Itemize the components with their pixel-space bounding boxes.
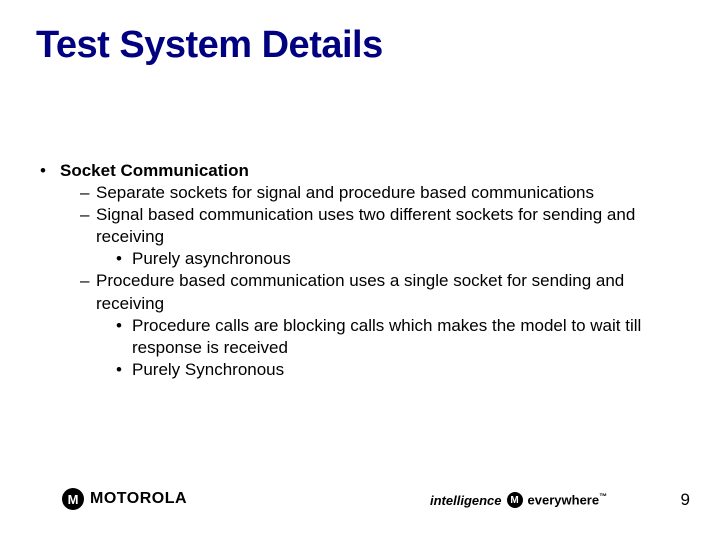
brand-logo: M MOTOROLA: [62, 488, 187, 510]
slide-title: Test System Details: [36, 24, 383, 67]
bullet-dot-icon: •: [116, 248, 122, 270]
bullet-level1: • Socket Communication: [36, 160, 696, 182]
brand-wordmark: MOTOROLA: [90, 490, 187, 508]
bullet-heading: Socket Communication: [60, 161, 249, 180]
bullet-dot-icon: •: [40, 160, 46, 182]
bullet-level2: – Procedure based communication uses a s…: [36, 270, 696, 314]
tagline-right-text: everywhere: [528, 493, 600, 508]
bullet-level2: – Signal based communication uses two di…: [36, 204, 696, 248]
bullet-level3: • Procedure calls are blocking calls whi…: [36, 315, 696, 359]
bullet-level3: • Purely asynchronous: [36, 248, 696, 270]
brand-emblem-small-icon: M: [507, 492, 523, 508]
bullet-level2: – Separate sockets for signal and proced…: [36, 182, 696, 204]
tagline-right: everywhere™: [528, 492, 608, 507]
slide-footer: M MOTOROLA intelligence M everywhere™: [0, 480, 720, 510]
bullet-dot-icon: •: [116, 315, 122, 337]
dash-icon: –: [80, 182, 89, 204]
brand-emblem-icon: M: [62, 488, 84, 510]
tagline-left: intelligence: [430, 493, 502, 508]
content-body: • Socket Communication – Separate socket…: [36, 160, 696, 381]
dash-icon: –: [80, 204, 89, 226]
brand-tagline: intelligence M everywhere™: [430, 492, 607, 508]
trademark-symbol: ™: [599, 492, 607, 501]
bullet-text: Separate sockets for signal and procedur…: [96, 183, 594, 202]
bullet-text: Procedure based communication uses a sin…: [96, 271, 624, 312]
bullet-level3: • Purely Synchronous: [36, 359, 696, 381]
bullet-text: Purely Synchronous: [132, 360, 284, 379]
bullet-dot-icon: •: [116, 359, 122, 381]
dash-icon: –: [80, 270, 89, 292]
bullet-text: Signal based communication uses two diff…: [96, 205, 635, 246]
bullet-text: Procedure calls are blocking calls which…: [132, 316, 641, 357]
bullet-text: Purely asynchronous: [132, 249, 291, 268]
page-number: 9: [681, 490, 690, 510]
